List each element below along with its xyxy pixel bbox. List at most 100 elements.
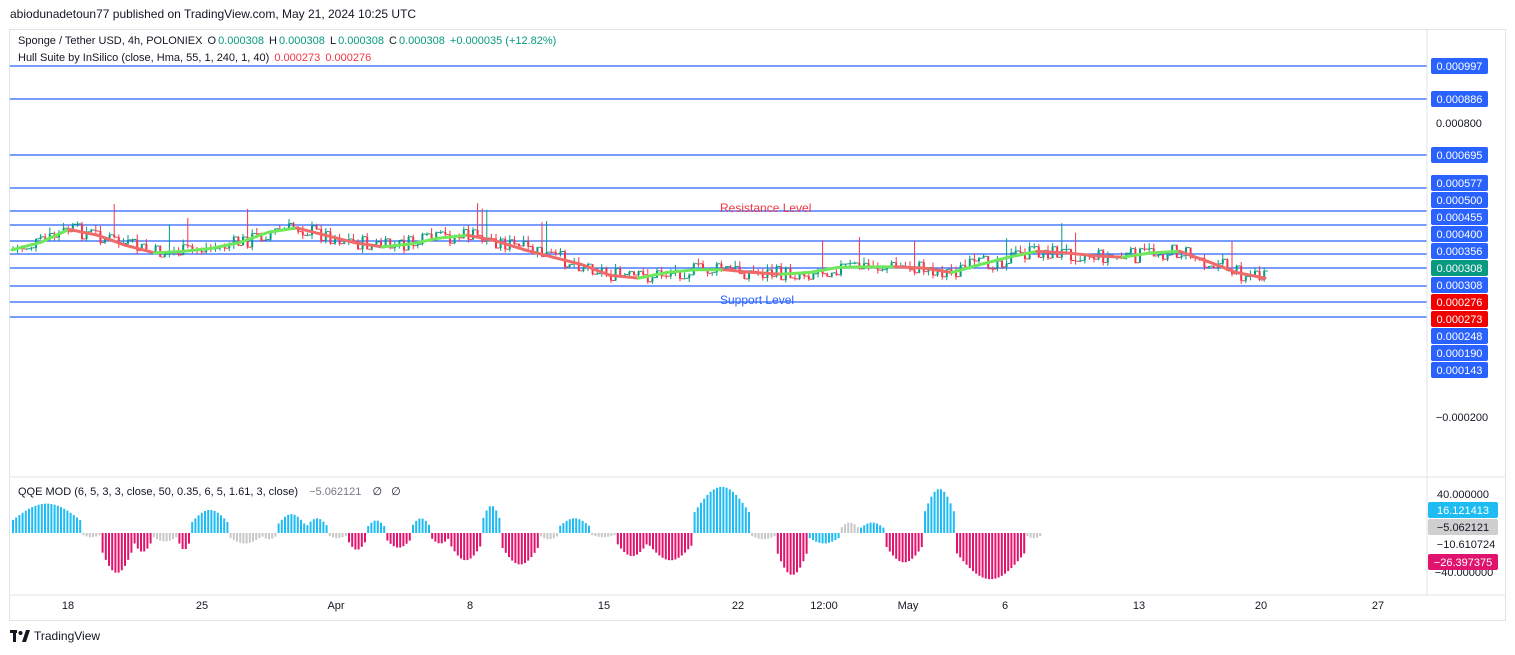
qqe-histogram-bar (741, 502, 744, 533)
candle-body (623, 274, 626, 276)
price-axis-label: 0.000248 (1437, 331, 1483, 343)
qqe-histogram-bar (460, 533, 462, 559)
qqe-histogram-bar (79, 519, 82, 533)
candle-body (536, 247, 539, 254)
qqe-histogram-bar (328, 533, 331, 536)
qqe-symbol-1: ∅ (372, 486, 383, 498)
qqe-histogram-bar (671, 533, 674, 561)
qqe-histogram-bar (1020, 533, 1022, 558)
candle-body (384, 238, 387, 248)
qqe-histogram-bar (719, 486, 722, 533)
candle-body (761, 272, 764, 278)
qqe-histogram-bar (962, 533, 965, 562)
hull-line-segment (295, 226, 327, 237)
qqe-histogram-bar (831, 533, 834, 542)
qqe-histogram-bar (111, 533, 114, 571)
qqe-histogram-bar (968, 533, 971, 569)
qqe-histogram-bar (354, 533, 357, 550)
candle-body (633, 271, 635, 276)
hull-line-segment (1007, 249, 1039, 259)
qqe-histogram-bar (37, 504, 40, 533)
candle-body (1047, 250, 1049, 259)
qqe-histogram-bar (764, 533, 766, 540)
qqe-histogram-bar (783, 533, 786, 568)
qqe-histogram-bar (421, 518, 424, 533)
qqe-histogram-bar (808, 533, 811, 539)
qqe-histogram-bar (1036, 533, 1038, 538)
candle-body (449, 234, 451, 244)
qqe-histogram-bar (501, 533, 504, 549)
candle-body (1166, 255, 1169, 260)
hull-line-segment (1121, 251, 1153, 259)
candle-body (734, 266, 737, 269)
price-axis-label-bg (1431, 91, 1488, 107)
qqe-histogram-bar (738, 498, 741, 533)
qqe-histogram-bar (24, 510, 27, 533)
qqe-histogram-bar (1004, 533, 1006, 574)
qqe-histogram-bar (383, 526, 386, 533)
candle-body (113, 234, 116, 238)
qqe-histogram-bar (533, 533, 536, 553)
qqe-histogram-bar (818, 533, 821, 543)
candle-body (1065, 249, 1068, 251)
qqe-histogram-bar (805, 533, 808, 554)
candle-body (472, 229, 474, 240)
qqe-histogram-bar (479, 533, 482, 547)
qqe-histogram-bar (882, 527, 885, 533)
candle-body (610, 273, 612, 281)
qqe-histogram-bar (568, 519, 571, 533)
qqe-histogram-bar (888, 533, 891, 552)
candle-body (973, 259, 976, 262)
hull-line-segment (978, 255, 1011, 266)
hull-indicator-name[interactable]: Hull Suite by InSilico (close, Hma, 55, … (18, 52, 270, 64)
qqe-histogram-bar (40, 504, 43, 533)
qqe-histogram-bar (956, 533, 958, 554)
time-axis-tick: 13 (1133, 600, 1145, 612)
price-axis-tick: −0.000200 (1436, 412, 1488, 424)
qqe-indicator-name[interactable]: QQE MOD (6, 5, 3, 3, close, 50, 0.35, 6,… (18, 486, 299, 498)
qqe-histogram-bar (562, 523, 565, 533)
qqe-histogram-bar (780, 533, 782, 562)
hull-line-segment (551, 255, 584, 266)
qqe-histogram-bar (252, 533, 254, 542)
qqe-histogram-bar (162, 533, 165, 542)
qqe-histogram-bar (789, 533, 792, 575)
qqe-histogram-bar (866, 523, 869, 533)
qqe-histogram-bar (373, 520, 376, 533)
qqe-histogram-bar (693, 512, 696, 533)
hull-line-segment (779, 271, 811, 276)
qqe-histogram-bar (658, 533, 661, 556)
price-axis-label-bg (1431, 192, 1488, 208)
hull-line-segment (807, 265, 840, 274)
qqe-histogram-bar (31, 507, 34, 533)
hull-line-segment (67, 227, 99, 237)
qqe-histogram-bar (210, 510, 213, 533)
qqe-histogram-bar (248, 533, 251, 543)
candle-body (255, 233, 258, 235)
tradingview-logo[interactable]: TradingView (10, 629, 100, 643)
price-axis-label-bg (1431, 209, 1488, 225)
high-value: 0.000308 (278, 35, 325, 47)
candle-body (1263, 271, 1266, 280)
qqe-histogram-bar (21, 512, 24, 533)
qqe-histogram-bar (834, 533, 837, 541)
candle-body (619, 268, 622, 276)
candle-body (665, 275, 668, 277)
qqe-legend: QQE MOD (6, 5, 3, 3, close, 50, 0.35, 6,… (18, 485, 403, 498)
qqe-histogram-bar (981, 533, 984, 578)
qqe-value: −5.062121 (309, 486, 362, 498)
qqe-histogram-bar (908, 533, 910, 562)
qqe-histogram-bar (744, 507, 747, 533)
qqe-histogram-bar (751, 533, 754, 537)
hull-line-segment (1149, 249, 1182, 255)
qqe-histogram-bar (965, 533, 968, 565)
qqe-histogram-bar (892, 533, 894, 556)
qqe-histogram-bar (261, 533, 264, 537)
symbol-label[interactable]: Sponge / Tether USD, 4h, POLONIEX (18, 35, 203, 47)
candle-body (343, 241, 346, 244)
qqe-histogram-bar (709, 491, 712, 533)
price-axis-label: 0.000356 (1437, 246, 1483, 258)
qqe-histogram-bar (258, 533, 261, 539)
candle-body (798, 274, 801, 279)
